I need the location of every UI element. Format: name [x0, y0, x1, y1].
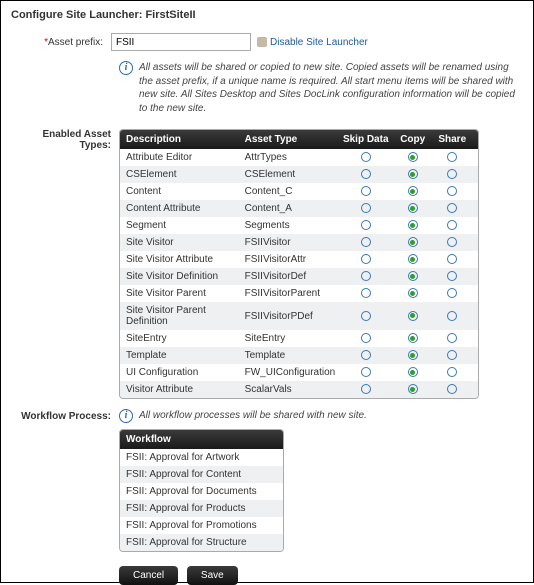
- radio-copy[interactable]: [408, 237, 418, 247]
- radio-share[interactable]: [447, 186, 457, 196]
- radio-copy[interactable]: [408, 311, 418, 321]
- save-button[interactable]: Save: [187, 566, 238, 585]
- radio-copy[interactable]: [408, 254, 418, 264]
- table-row: FSII: Approval for Structure: [120, 534, 283, 551]
- table-row: CSElementCSElement: [120, 166, 478, 183]
- radio-copy[interactable]: [408, 350, 418, 360]
- radio-share[interactable]: [447, 384, 457, 394]
- table-row: Site Visitor Parent DefinitionFSIIVisito…: [120, 302, 478, 330]
- table-row: Visitor AttributeScalarVals: [120, 381, 478, 398]
- table-row: Site VisitorFSIIVisitor: [120, 234, 478, 251]
- radio-share[interactable]: [447, 152, 457, 162]
- radio-share[interactable]: [447, 367, 457, 377]
- radio-skip[interactable]: [361, 288, 371, 298]
- radio-copy[interactable]: [408, 333, 418, 343]
- table-row: TemplateTemplate: [120, 347, 478, 364]
- radio-share[interactable]: [447, 288, 457, 298]
- table-row: ContentContent_C: [120, 183, 478, 200]
- table-row: Site Visitor ParentFSIIVisitorParent: [120, 285, 478, 302]
- enabled-asset-types-label: Enabled Asset Types:: [11, 129, 119, 151]
- radio-skip[interactable]: [361, 271, 371, 281]
- radio-copy[interactable]: [408, 384, 418, 394]
- table-row: FSII: Approval for Promotions: [120, 517, 283, 534]
- workflow-table: Workflow FSII: Approval for ArtworkFSII:…: [119, 429, 284, 552]
- table-row: Site Visitor DefinitionFSIIVisitorDef: [120, 268, 478, 285]
- table-row: SegmentSegments: [120, 217, 478, 234]
- asset-prefix-input[interactable]: [111, 33, 251, 51]
- table-row: UI ConfigurationFW_UIConfiguration: [120, 364, 478, 381]
- table-row: FSII: Approval for Content: [120, 466, 283, 483]
- radio-skip[interactable]: [361, 220, 371, 230]
- table-row: FSII: Approval for Artwork: [120, 449, 283, 466]
- cancel-button[interactable]: Cancel: [119, 566, 178, 585]
- radio-skip[interactable]: [361, 254, 371, 264]
- radio-skip[interactable]: [361, 367, 371, 377]
- table-row: Site Visitor AttributeFSIIVisitorAttr: [120, 251, 478, 268]
- info-icon: i: [119, 409, 133, 423]
- radio-copy[interactable]: [408, 152, 418, 162]
- radio-share[interactable]: [447, 220, 457, 230]
- radio-copy[interactable]: [408, 169, 418, 179]
- radio-copy[interactable]: [408, 271, 418, 281]
- radio-copy[interactable]: [408, 367, 418, 377]
- radio-skip[interactable]: [361, 333, 371, 343]
- radio-skip[interactable]: [361, 186, 371, 196]
- radio-skip[interactable]: [361, 152, 371, 162]
- table-header: Description Asset Type Skip Data Copy Sh…: [120, 130, 478, 149]
- radio-share[interactable]: [447, 169, 457, 179]
- table-row: Content AttributeContent_A: [120, 200, 478, 217]
- radio-share[interactable]: [447, 254, 457, 264]
- table-row: SiteEntrySiteEntry: [120, 330, 478, 347]
- radio-copy[interactable]: [408, 203, 418, 213]
- page-title: Configure Site Launcher: FirstSiteII: [11, 9, 523, 21]
- workflow-info-text: All workflow processes will be shared wi…: [139, 409, 367, 423]
- radio-skip[interactable]: [361, 311, 371, 321]
- disable-site-launcher-link[interactable]: Disable Site Launcher: [257, 37, 368, 48]
- radio-skip[interactable]: [361, 350, 371, 360]
- radio-copy[interactable]: [408, 186, 418, 196]
- radio-share[interactable]: [447, 237, 457, 247]
- table-row: FSII: Approval for Documents: [120, 483, 283, 500]
- table-row: Attribute EditorAttrTypes: [120, 149, 478, 166]
- table-row: FSII: Approval for Products: [120, 500, 283, 517]
- radio-share[interactable]: [447, 271, 457, 281]
- workflow-process-label: Workflow Process:: [11, 411, 119, 422]
- asset-prefix-label: *Asset prefix:: [11, 37, 111, 48]
- radio-copy[interactable]: [408, 220, 418, 230]
- asset-types-table: Description Asset Type Skip Data Copy Sh…: [119, 129, 479, 399]
- radio-share[interactable]: [447, 333, 457, 343]
- info-icon: i: [119, 61, 133, 75]
- radio-share[interactable]: [447, 311, 457, 321]
- table-header: Workflow: [120, 430, 283, 449]
- radio-share[interactable]: [447, 350, 457, 360]
- radio-skip[interactable]: [361, 237, 371, 247]
- info-text: All assets will be shared or copied to n…: [139, 61, 523, 115]
- radio-skip[interactable]: [361, 384, 371, 394]
- radio-share[interactable]: [447, 203, 457, 213]
- radio-skip[interactable]: [361, 203, 371, 213]
- radio-copy[interactable]: [408, 288, 418, 298]
- lock-icon: [257, 37, 267, 47]
- radio-skip[interactable]: [361, 169, 371, 179]
